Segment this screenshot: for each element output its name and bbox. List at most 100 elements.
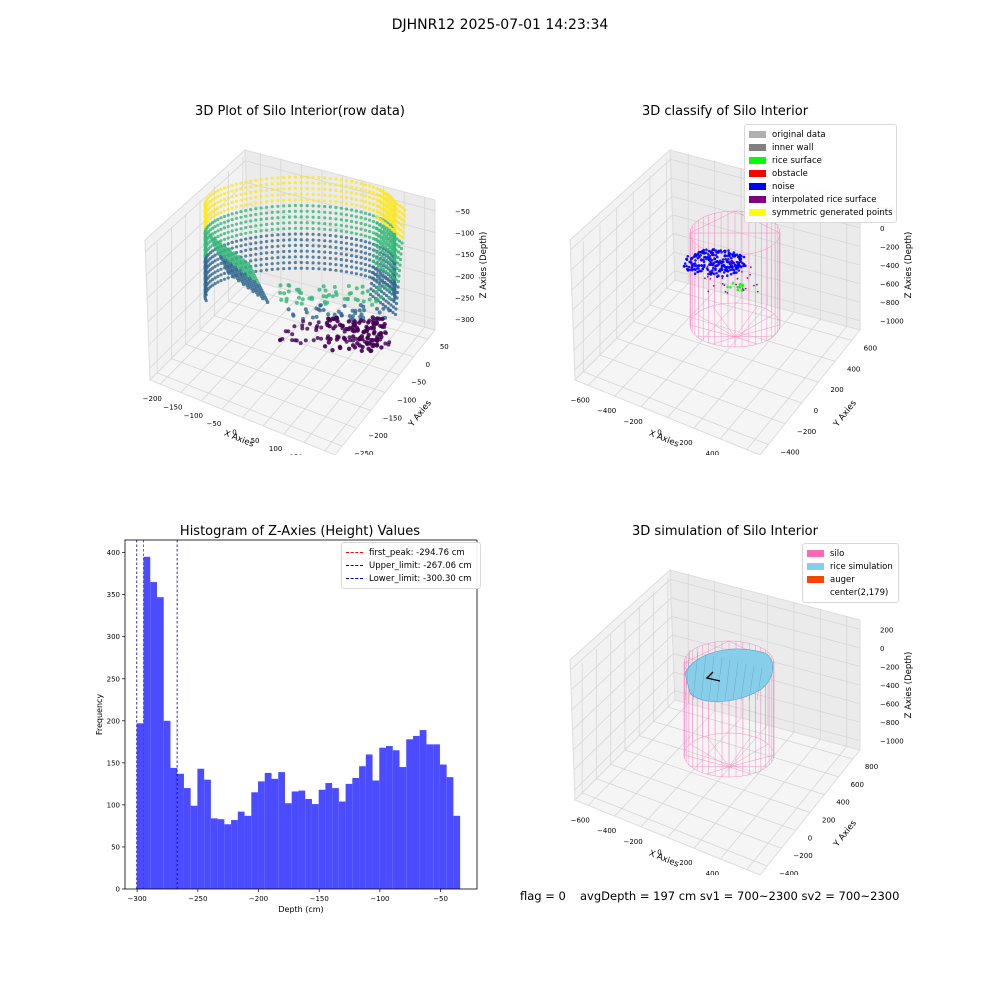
data-point [378,241,383,246]
data-point [344,253,349,257]
data-point [394,248,398,252]
data-point [317,176,321,180]
noise-point [687,265,691,269]
legend-line [346,578,363,579]
data-point [326,340,332,345]
data-point [222,271,227,276]
x-tick-label: −200 [623,418,642,426]
data-point [234,222,239,226]
data-point [259,217,263,221]
data-point [297,295,301,300]
x-axis-label: Depth (cm) [278,905,323,914]
data-point [372,278,377,282]
data-point [354,203,358,207]
data-point [388,225,392,230]
data-point [382,262,386,266]
silo-floor-line [734,313,775,338]
data-point [287,187,292,191]
legend-swatch [807,589,824,596]
data-point [344,179,349,183]
histogram-bar [251,792,259,889]
data-point [265,205,269,209]
rice-surface-point [737,285,741,289]
z-grid-line [573,671,861,771]
z-tick-label: −200 [455,273,474,281]
data-point [371,202,376,206]
data-point [368,195,372,199]
data-point [318,303,323,308]
data-point [244,208,248,213]
figure-title: DJHNR12 2025-07-01 14:23:34 [391,17,609,33]
data-point [334,268,338,272]
x-tick-label: −50 [433,895,448,903]
data-point [216,200,220,204]
data-point [394,301,399,306]
data-point [299,209,303,213]
data-point [334,263,338,267]
data-point [335,334,340,339]
data-point [363,205,368,210]
legend-item: inner wall [749,141,892,154]
z-tick-label: 200 [880,626,893,634]
data-point [382,322,387,327]
data-point [392,240,396,245]
interpolated-point [719,260,721,263]
data-point [213,276,217,280]
legend-item: Lower_limit: -300.30 cm [346,572,476,585]
interpolated-point [736,277,739,280]
z-tick-label: −50 [455,208,470,216]
data-point [378,271,383,275]
data-point [219,193,223,197]
y-tick-label: 150 [107,759,120,767]
data-point [317,215,321,220]
data-point [380,195,384,200]
noise-point [732,271,735,275]
rice-surface-point [726,285,729,289]
data-point [226,230,230,234]
data-point [293,221,297,225]
data-point [211,260,215,264]
data-point [249,253,253,257]
data-point [363,245,368,249]
data-point [375,215,380,220]
data-point [323,187,327,191]
histogram-bar [156,597,164,889]
data-point [334,217,338,221]
data-point [323,288,328,293]
data-point [401,224,406,229]
x-axis-label: X Axies [647,849,680,870]
data-point [293,175,297,179]
data-point [375,187,379,191]
data-point [276,176,280,180]
y-tick-label: 400 [847,365,860,373]
histogram-legend: first_peak: -294.76 cm Upper_limit: -267… [341,542,481,589]
x-tick-label: −100 [370,895,389,903]
data-point [222,186,227,190]
data-point [213,253,217,257]
data-point [386,247,390,252]
data-point [328,336,333,342]
data-point [339,246,343,250]
data-point [381,306,386,311]
data-point [381,273,385,277]
data-point [287,198,292,202]
data-point [226,242,230,246]
data-point [339,223,343,227]
data-point [376,210,380,214]
noise-point [686,269,690,272]
histogram-bar [298,790,306,889]
data-point [384,210,388,215]
interpolated-point [706,265,709,268]
data-point [381,241,385,245]
data-point [230,235,234,239]
data-point [368,235,372,239]
data-point [350,231,354,235]
data-point [338,345,343,351]
data-point [314,314,319,319]
histogram-bar [446,777,454,889]
data-point [278,283,283,288]
data-point [363,268,368,272]
y-tick-label: −400 [779,870,798,875]
interpolated-point [709,277,712,280]
data-point [370,343,375,349]
